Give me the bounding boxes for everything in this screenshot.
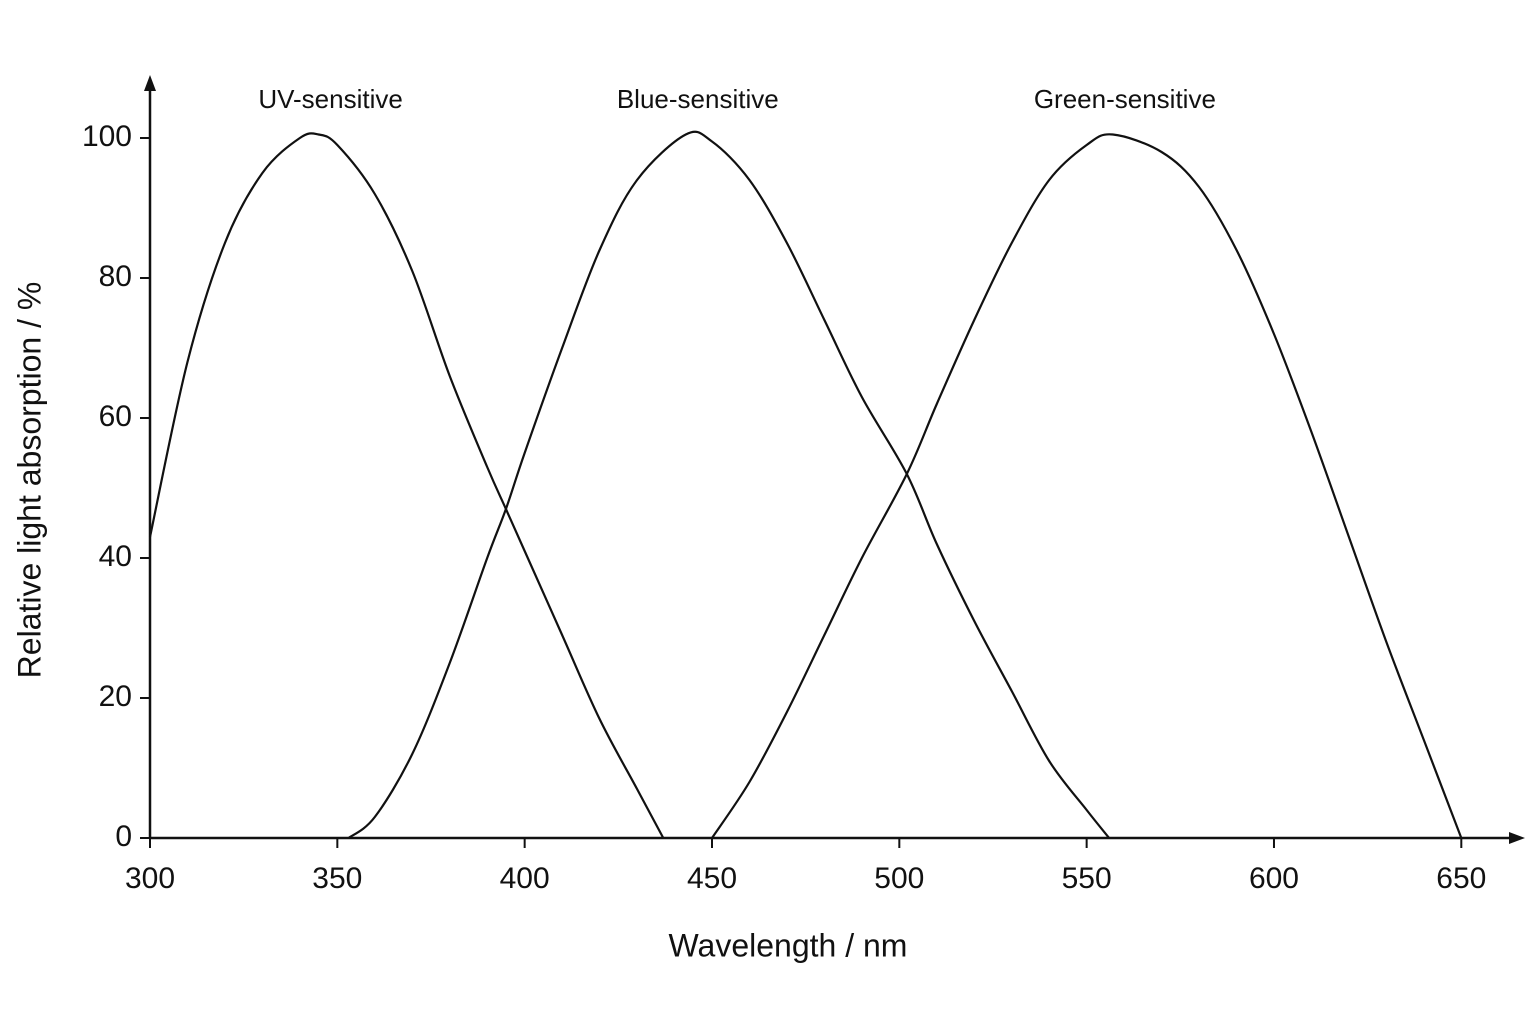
y-tick-label: 60 [99, 400, 132, 433]
y-axis-arrow [144, 75, 156, 91]
y-tick-label: 80 [99, 260, 132, 293]
y-tick-label: 40 [99, 540, 132, 573]
x-tick-label: 450 [687, 862, 737, 895]
y-tick-label: 100 [82, 120, 132, 153]
series-label: Blue-sensitive [617, 84, 779, 114]
series-line [711, 133, 1463, 839]
y-tick-label: 0 [115, 820, 132, 853]
x-tick-label: 550 [1062, 862, 1112, 895]
x-tick-label: 300 [125, 862, 175, 895]
x-axis-arrow [1509, 832, 1525, 844]
x-tick-label: 500 [874, 862, 924, 895]
series-line [148, 132, 665, 839]
y-tick-label: 20 [99, 680, 132, 713]
x-tick-label: 650 [1436, 862, 1486, 895]
x-tick-label: 400 [500, 862, 550, 895]
series-line [347, 130, 1110, 839]
y-axis-title: Relative light absorption / % [11, 282, 47, 679]
series-label: Green-sensitive [1034, 84, 1216, 114]
x-axis-title: Wavelength / nm [669, 927, 908, 963]
series-label: UV-sensitive [258, 84, 403, 114]
x-tick-label: 600 [1249, 862, 1299, 895]
x-tick-label: 350 [312, 862, 362, 895]
